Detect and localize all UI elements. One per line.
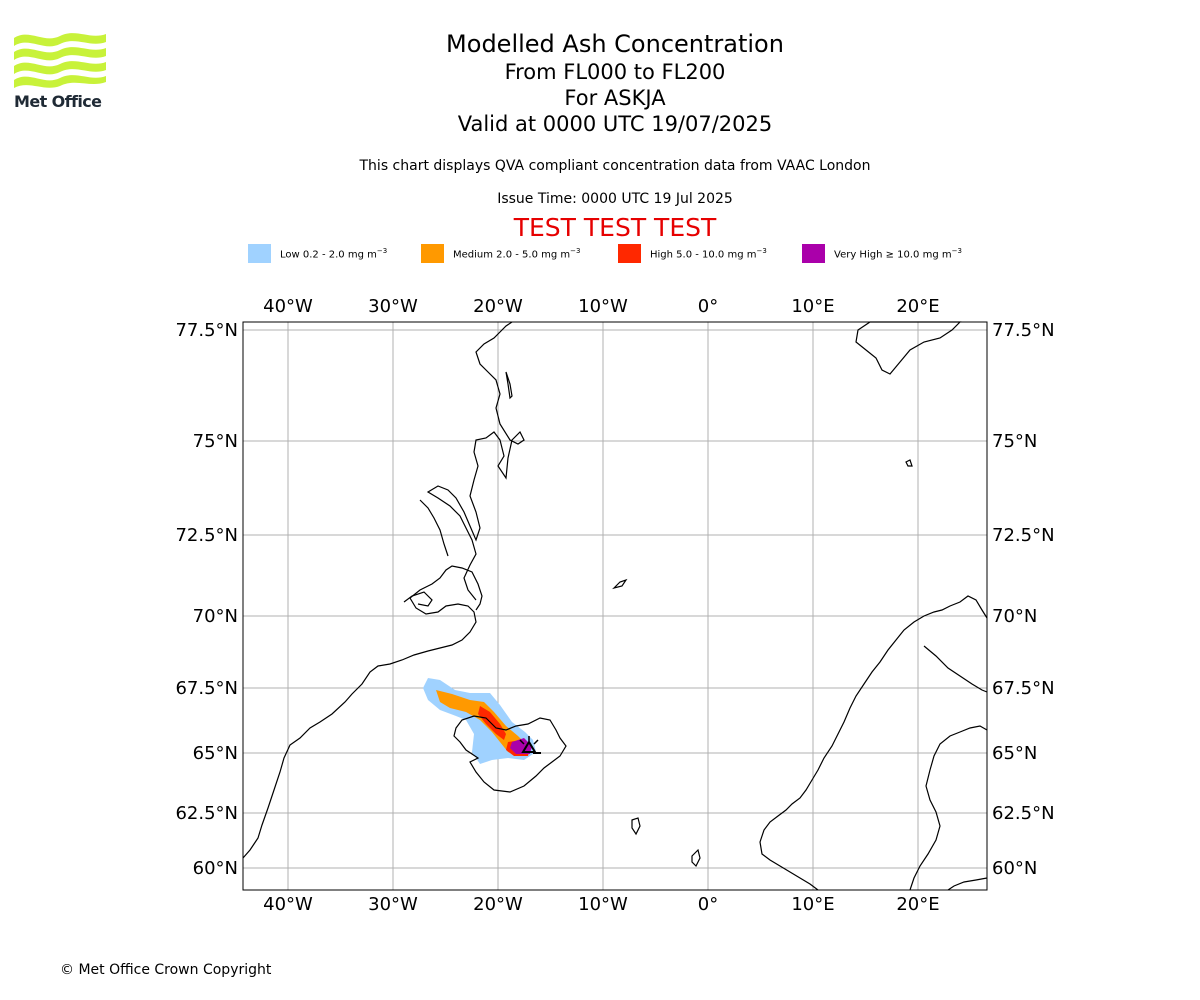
lon-tick-top: 10°E: [791, 296, 834, 317]
chart-subtitle: This chart displays QVA compliant concen…: [359, 158, 871, 174]
met-office-waves-icon: [14, 33, 106, 88]
legend-label-very-high: Very High ≥ 10.0 mg m−3: [834, 247, 962, 261]
legend-swatch-low: [248, 244, 271, 263]
met-office-logo: Met Office: [14, 30, 106, 114]
lon-tick-bottom: 10°E: [791, 894, 834, 915]
legend-swatch-high: [618, 244, 641, 263]
greenland-fjord-3: [403, 591, 433, 607]
scandinavia-inland: [909, 645, 988, 891]
lat-tick-right: 75°N: [992, 431, 1037, 452]
lat-tick-left: 77.5°N: [175, 320, 238, 341]
norway-coast: [759, 595, 988, 891]
lat-tick-left: 65°N: [193, 743, 238, 764]
latitude-labels-right: 77.5°N 75°N 72.5°N 70°N 67.5°N 65°N 62.5…: [992, 320, 1055, 879]
map-frame: [242, 321, 988, 891]
lat-tick-right: 67.5°N: [992, 678, 1055, 699]
lat-tick-right: 60°N: [992, 858, 1037, 879]
lon-tick-top: 20°E: [896, 296, 939, 317]
lat-tick-right: 77.5°N: [992, 320, 1055, 341]
lon-tick-bottom: 30°W: [368, 894, 418, 915]
volcano-name: For ASKJA: [564, 86, 666, 110]
jan-mayen: [612, 578, 628, 590]
chart-title-block: Modelled Ash Concentration From FL000 to…: [315, 30, 915, 137]
lat-tick-left: 67.5°N: [175, 678, 238, 699]
map-gridlines: [243, 322, 987, 890]
ash-medium-region: [436, 690, 528, 756]
volcano-marker: [519, 736, 541, 754]
flight-levels: From FL000 to FL200: [504, 60, 726, 84]
legend-swatch-medium: [421, 244, 444, 263]
lat-tick-left: 60°N: [193, 858, 238, 879]
met-office-wordmark: Met Office: [14, 92, 102, 111]
test-banner: TEST TEST TEST: [513, 213, 717, 242]
lat-tick-left: 70°N: [193, 606, 238, 627]
faroe-islands: [631, 817, 641, 836]
finland-coast: [947, 877, 988, 891]
lon-tick-top: 40°W: [263, 296, 313, 317]
longitude-labels-top: 40°W 30°W 20°W 10°W 0° 10°E 20°E: [263, 296, 939, 317]
ash-very-high-region: [510, 738, 532, 754]
coastlines: [242, 321, 988, 891]
ash-high-region: [478, 706, 506, 740]
lon-tick-top: 30°W: [368, 296, 418, 317]
chart-title: Modelled Ash Concentration: [446, 30, 784, 58]
legend-label-medium: Medium 2.0 - 5.0 mg m−3: [453, 247, 581, 261]
iceland-coast: [453, 715, 567, 793]
lon-tick-top: 10°W: [578, 296, 628, 317]
shetland-islands: [691, 848, 701, 868]
lat-tick-right: 70°N: [992, 606, 1037, 627]
volcano-eruption-icon: [519, 736, 539, 745]
lat-tick-left: 72.5°N: [175, 525, 238, 546]
lat-tick-right: 72.5°N: [992, 525, 1055, 546]
greenland-fjord-1: [505, 371, 513, 400]
lon-tick-bottom: 20°W: [473, 894, 523, 915]
issue-time: Issue Time: 0000 UTC 19 Jul 2025: [497, 191, 733, 207]
lat-tick-left: 75°N: [193, 431, 238, 452]
copyright-notice: © Met Office Crown Copyright: [60, 962, 272, 978]
greenland-fjord-2: [419, 499, 449, 557]
lon-tick-top: 0°: [698, 296, 718, 317]
legend-label-high: High 5.0 - 10.0 mg m−3: [650, 247, 767, 261]
lat-tick-right: 65°N: [992, 743, 1037, 764]
legend-swatch-very-high: [802, 244, 825, 263]
ash-plume: [423, 678, 536, 764]
lon-tick-bottom: 10°W: [578, 894, 628, 915]
lat-tick-left: 62.5°N: [175, 803, 238, 824]
lon-tick-bottom: 20°E: [896, 894, 939, 915]
lon-tick-bottom: 40°W: [263, 894, 313, 915]
valid-time: Valid at 0000 UTC 19/07/2025: [457, 112, 773, 136]
lat-tick-right: 62.5°N: [992, 803, 1055, 824]
longitude-labels-bottom: 40°W 30°W 20°W 10°W 0° 10°E 20°E: [263, 894, 939, 915]
bear-island: [905, 459, 913, 467]
lon-tick-top: 20°W: [473, 296, 523, 317]
triangle-icon: [521, 740, 537, 753]
greenland-coast: [242, 321, 525, 859]
latitude-labels-left: 77.5°N 75°N 72.5°N 70°N 67.5°N 65°N 62.5…: [175, 320, 238, 879]
legend-label-low: Low 0.2 - 2.0 mg m−3: [280, 247, 388, 261]
lon-tick-bottom: 0°: [698, 894, 718, 915]
volcano-base: [533, 752, 541, 754]
